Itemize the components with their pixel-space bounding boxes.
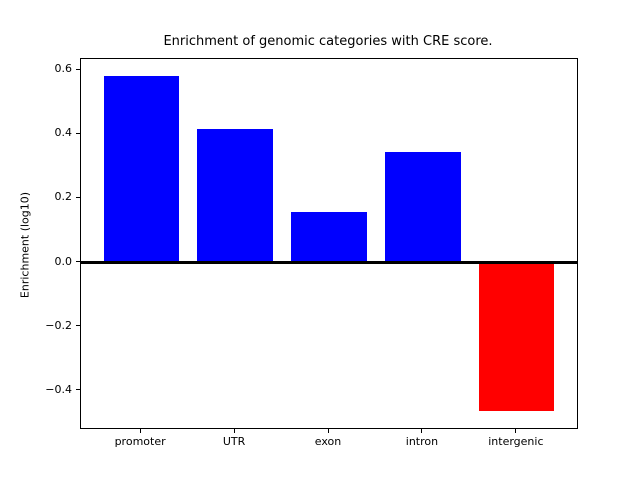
y-tick-label: −0.2 [45, 318, 72, 332]
bar-intergenic [479, 262, 555, 411]
y-tick-label: −0.4 [45, 382, 72, 396]
x-tick-mark [327, 429, 329, 433]
y-tick-label: 0.4 [54, 126, 73, 140]
bar-promoter [103, 75, 179, 263]
y-tick-mark [76, 389, 80, 391]
y-tick-label: 0.2 [54, 190, 73, 204]
x-tick-label: intergenic [488, 435, 544, 448]
x-tick-label: exon [314, 435, 342, 448]
y-tick-mark [76, 325, 80, 327]
bar-UTR [197, 128, 273, 263]
bar-exon [291, 211, 367, 263]
y-tick-mark [76, 132, 80, 134]
zero-line [81, 261, 577, 265]
x-tick-label: promoter [114, 435, 166, 448]
x-tick-mark [515, 429, 517, 433]
x-tick-label: UTR [222, 435, 246, 448]
y-tick-mark [76, 196, 80, 198]
y-tick-mark [76, 68, 80, 70]
plot-area [80, 58, 578, 429]
x-tick-mark [421, 429, 423, 433]
y-tick-label: 0.0 [54, 254, 73, 268]
x-tick-mark [233, 429, 235, 433]
y-tick-mark [76, 261, 80, 263]
x-tick-label: intron [405, 435, 439, 448]
x-tick-mark [139, 429, 141, 433]
y-axis-label: Enrichment (log10) [18, 191, 32, 299]
chart-title: Enrichment of genomic categories with CR… [163, 34, 493, 49]
bar-intron [385, 152, 461, 263]
y-tick-label: 0.6 [54, 62, 73, 76]
